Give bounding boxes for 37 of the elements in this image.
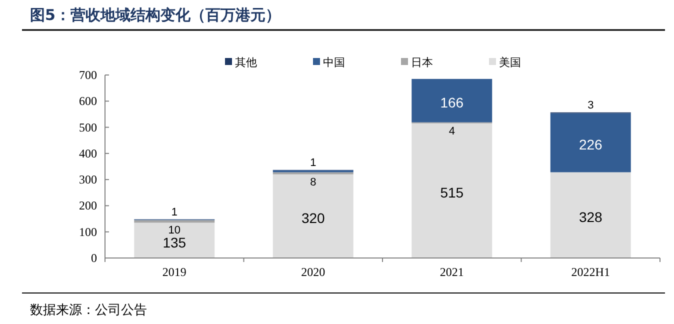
- bar: [412, 123, 492, 258]
- bar: [134, 220, 215, 223]
- y-tick-label: 400: [79, 146, 97, 160]
- y-tick-label: 100: [79, 224, 97, 239]
- data-label: 1: [310, 156, 316, 169]
- legend-label: 日本: [411, 56, 433, 69]
- bar: [134, 222, 215, 258]
- bar: [550, 172, 631, 258]
- data-label: 226: [578, 136, 603, 153]
- x-tick-label: 2019: [162, 265, 186, 279]
- data-label: 515: [440, 184, 464, 201]
- y-tick-label: 300: [79, 172, 97, 187]
- bar: [550, 113, 631, 172]
- y-tick-label: 600: [79, 94, 97, 108]
- y-tick-label: 200: [79, 198, 97, 213]
- y-tick-label: 0: [91, 251, 97, 265]
- source-note: 数据来源：公司公告: [30, 303, 147, 318]
- x-tick-label: 2021: [440, 265, 464, 279]
- legend-label: 美国: [499, 56, 521, 69]
- y-tick-label: 500: [79, 120, 97, 134]
- bar: [412, 78, 492, 122]
- data-label: 3: [588, 99, 594, 112]
- bar: [272, 174, 354, 258]
- data-label: 8: [310, 176, 316, 188]
- data-label: 320: [301, 210, 326, 226]
- x-tick-label: 2020: [301, 265, 326, 279]
- y-tick-label: 700: [79, 68, 97, 82]
- data-label: 166: [440, 94, 464, 111]
- chart-title: 图5：营收地域结构变化（百万港元）: [30, 6, 280, 24]
- legend-label: 其他: [235, 56, 257, 69]
- data-label: 4: [448, 125, 455, 138]
- data-label: 10: [168, 224, 180, 237]
- data-label: 135: [162, 234, 186, 250]
- x-tick-label: 2022H1: [571, 265, 610, 279]
- data-label: 328: [578, 209, 603, 226]
- legend-label: 中国: [323, 56, 345, 69]
- data-label: 1: [171, 206, 178, 218]
